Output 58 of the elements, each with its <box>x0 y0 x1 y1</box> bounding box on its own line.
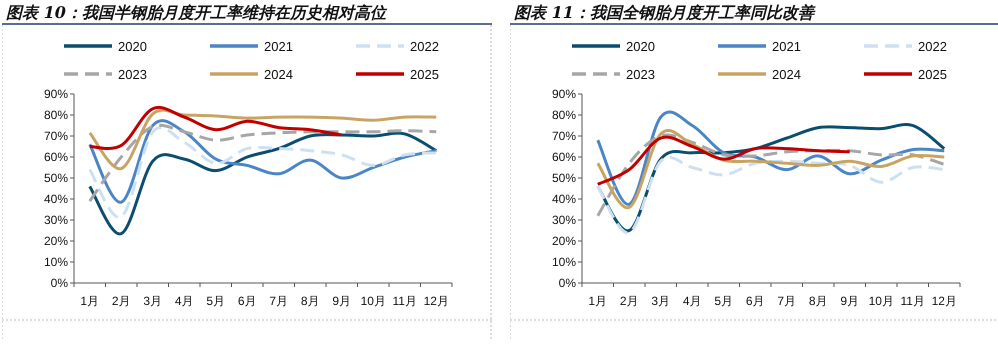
x-tick-label: 8月 <box>300 294 320 308</box>
x-tick-label: 5月 <box>206 294 226 308</box>
legend-label: 2021 <box>264 39 293 54</box>
legend-label: 2025 <box>918 67 947 82</box>
x-tick-label: 9月 <box>840 294 860 308</box>
y-tick-label: 0% <box>558 276 576 290</box>
y-tick-label: 70% <box>552 129 576 143</box>
x-tick-label: 2月 <box>620 294 639 308</box>
y-tick-label: 60% <box>552 150 576 164</box>
x-tick-label: 4月 <box>682 294 702 308</box>
x-tick-label: 7月 <box>777 294 796 308</box>
legend-label: 2024 <box>264 67 293 82</box>
x-tick-label: 3月 <box>651 294 670 308</box>
legend-label: 2022 <box>410 39 439 54</box>
legend-label: 2021 <box>772 39 801 54</box>
x-tick-label: 12月 <box>424 294 449 308</box>
x-tick-label: 12月 <box>932 294 957 308</box>
y-tick-label: 30% <box>44 213 68 227</box>
x-tick-label: 3月 <box>143 294 162 308</box>
x-tick-label: 9月 <box>332 294 352 308</box>
y-tick-label: 20% <box>44 234 68 248</box>
legend-label: 2025 <box>410 67 439 82</box>
y-tick-label: 10% <box>44 255 68 269</box>
x-tick-label: 10月 <box>868 294 894 308</box>
x-tick-label: 10月 <box>360 294 386 308</box>
x-tick-label: 5月 <box>714 294 734 308</box>
chart-title: 图表 11：我国全钢胎月度开工率同比改善 <box>514 3 814 24</box>
x-tick-label: 2月 <box>112 294 131 308</box>
x-tick-label: 4月 <box>174 294 194 308</box>
legend-label: 2023 <box>118 67 147 82</box>
y-tick-label: 80% <box>44 108 68 122</box>
x-tick-label: 6月 <box>746 294 765 308</box>
legend-label: 2020 <box>626 39 655 54</box>
y-tick-label: 90% <box>552 87 576 101</box>
chart-title: 图表 10：我国半钢胎月度开工率维持在历史相对高位 <box>6 3 386 24</box>
y-tick-label: 50% <box>552 171 576 185</box>
x-tick-label: 1月 <box>588 294 608 308</box>
legend-label: 2024 <box>772 67 801 82</box>
y-tick-label: 40% <box>44 192 68 206</box>
legend-label: 2023 <box>626 67 655 82</box>
y-tick-label: 40% <box>552 192 576 206</box>
y-tick-label: 20% <box>552 234 576 248</box>
y-tick-label: 50% <box>44 171 68 185</box>
legend-label: 2020 <box>118 39 147 54</box>
x-tick-label: 1月 <box>80 294 100 308</box>
y-tick-label: 0% <box>50 276 68 290</box>
y-tick-label: 80% <box>552 108 576 122</box>
y-tick-label: 60% <box>44 150 68 164</box>
x-tick-label: 6月 <box>238 294 257 308</box>
y-tick-label: 90% <box>44 87 68 101</box>
x-tick-label: 11月 <box>900 294 925 308</box>
y-tick-label: 10% <box>552 255 576 269</box>
y-tick-label: 70% <box>44 129 68 143</box>
x-tick-label: 11月 <box>392 294 417 308</box>
x-tick-label: 8月 <box>808 294 828 308</box>
legend-label: 2022 <box>918 39 947 54</box>
y-tick-label: 30% <box>552 213 576 227</box>
x-tick-label: 7月 <box>269 294 288 308</box>
